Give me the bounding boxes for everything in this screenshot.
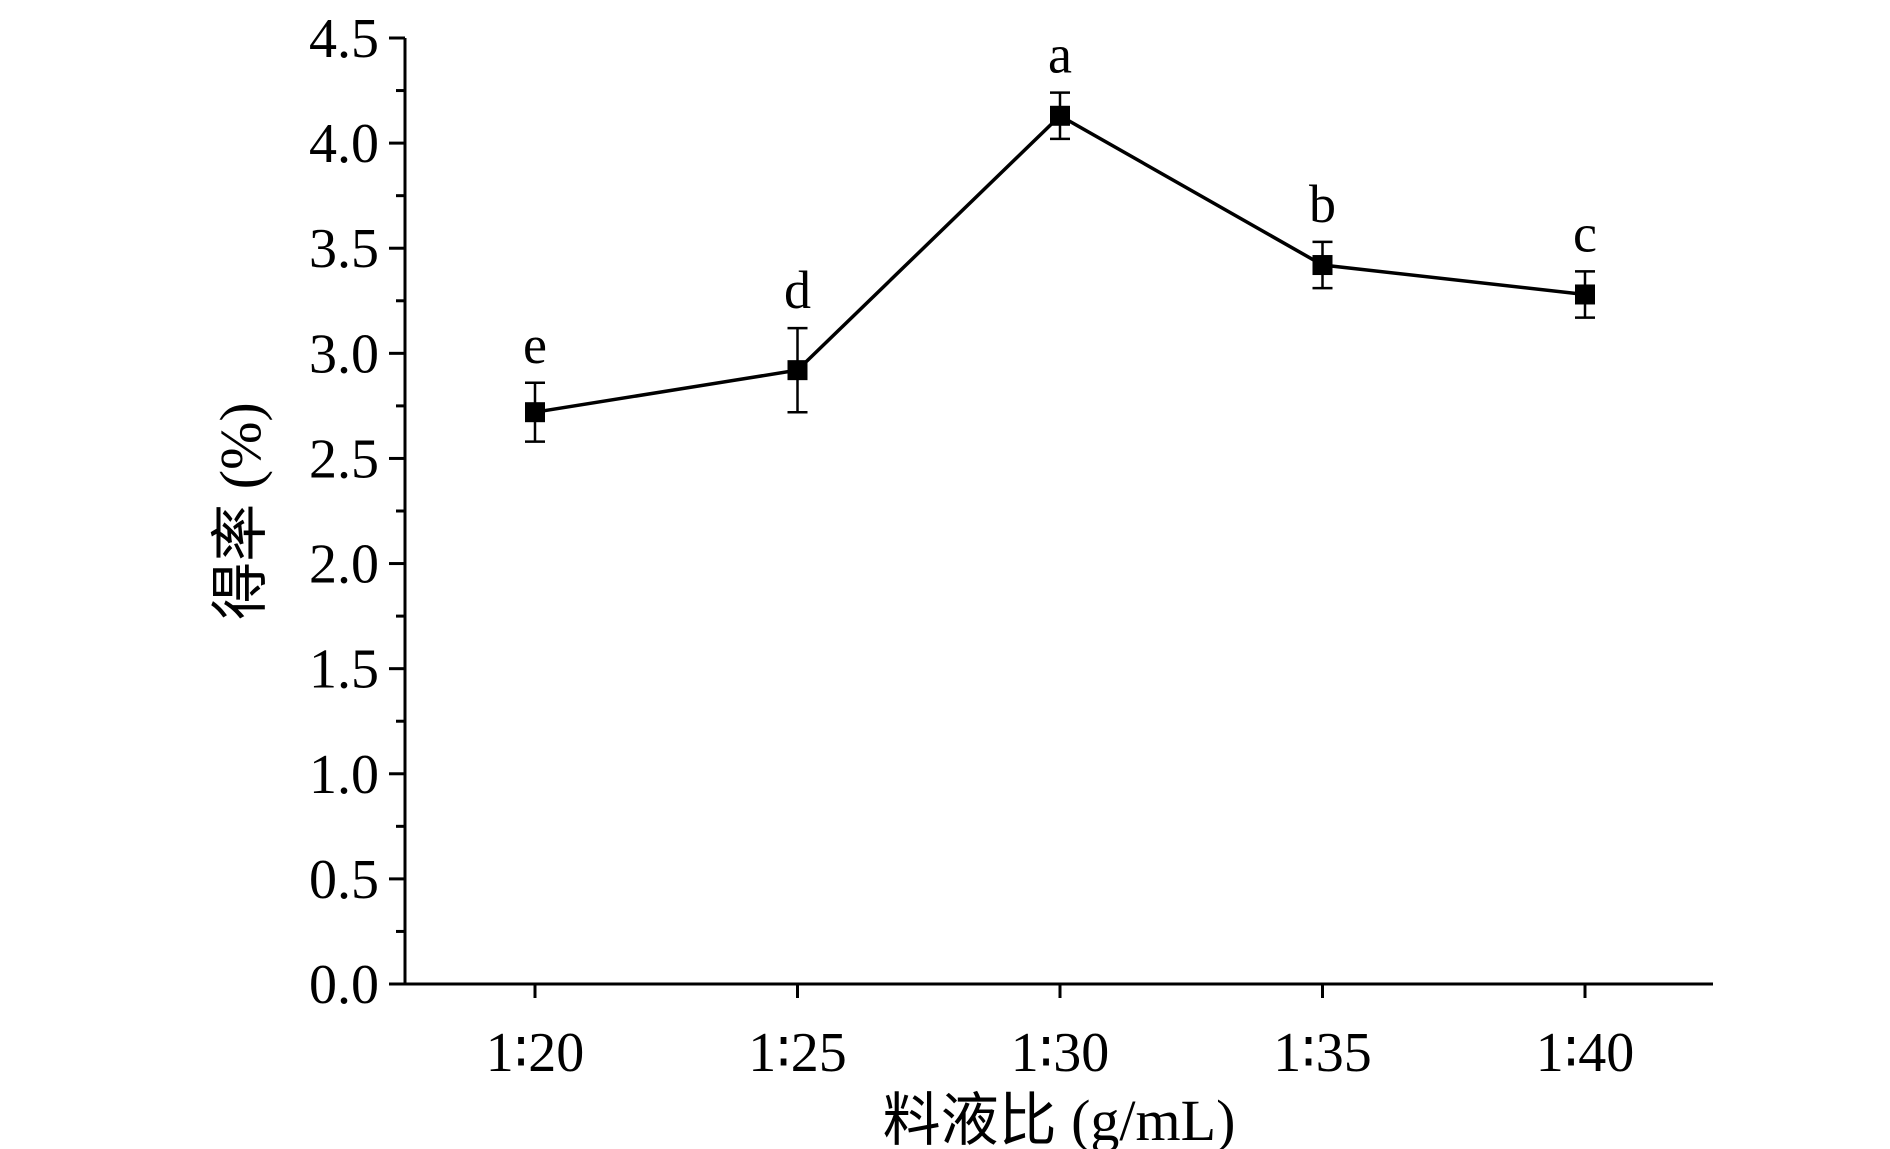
x-tick-label: 1∶20: [486, 1022, 585, 1084]
data-point: a: [1048, 25, 1072, 141]
series: e d a b c: [523, 25, 1597, 443]
series-line: [534, 113, 1586, 414]
y-tick-label: 0.0: [309, 954, 379, 1016]
y-tick-label: 4.0: [309, 113, 379, 175]
significance-label: e: [523, 315, 547, 375]
y-tick-label: 0.5: [309, 849, 379, 911]
x-ticks: 1∶20 1∶25 1∶30 1∶35 1∶40: [486, 984, 1635, 1084]
x-tick-label: 1∶30: [1011, 1022, 1110, 1084]
y-tick-label: 2.0: [309, 534, 379, 596]
data-point: c: [1573, 203, 1597, 319]
y-tick-label: 1.5: [309, 639, 379, 701]
x-tick-label: 1∶25: [748, 1022, 847, 1084]
y-tick-label: 4.5: [309, 8, 379, 70]
y-ticks: 0.0 0.5 1.0 1.5 2.0 2.5 3.0 3.5 4.0 4.5: [309, 8, 405, 1016]
x-tick-label: 1∶35: [1273, 1022, 1372, 1084]
y-tick-label: 3.0: [309, 323, 379, 385]
significance-label: c: [1573, 203, 1597, 263]
axes: [403, 38, 1713, 986]
point-marker: [1312, 255, 1333, 276]
y-tick-label: 3.5: [309, 218, 379, 280]
point-marker: [787, 360, 808, 381]
y-tick-label: 2.5: [309, 428, 379, 490]
x-tick-label: 1∶40: [1536, 1022, 1635, 1084]
point-marker: [1575, 284, 1595, 305]
y-axis-label: 得率 (%): [208, 402, 273, 619]
data-point: e: [523, 315, 547, 443]
significance-label: d: [784, 260, 811, 320]
y-tick-label: 1.0: [309, 744, 379, 806]
significance-label: a: [1048, 25, 1072, 85]
point-marker: [525, 402, 545, 423]
data-point: b: [1309, 174, 1336, 290]
data-point: d: [784, 260, 811, 414]
significance-label: b: [1309, 174, 1336, 234]
x-axis-label: 料液比 (g/mL): [883, 1088, 1236, 1149]
point-marker: [1050, 105, 1070, 126]
